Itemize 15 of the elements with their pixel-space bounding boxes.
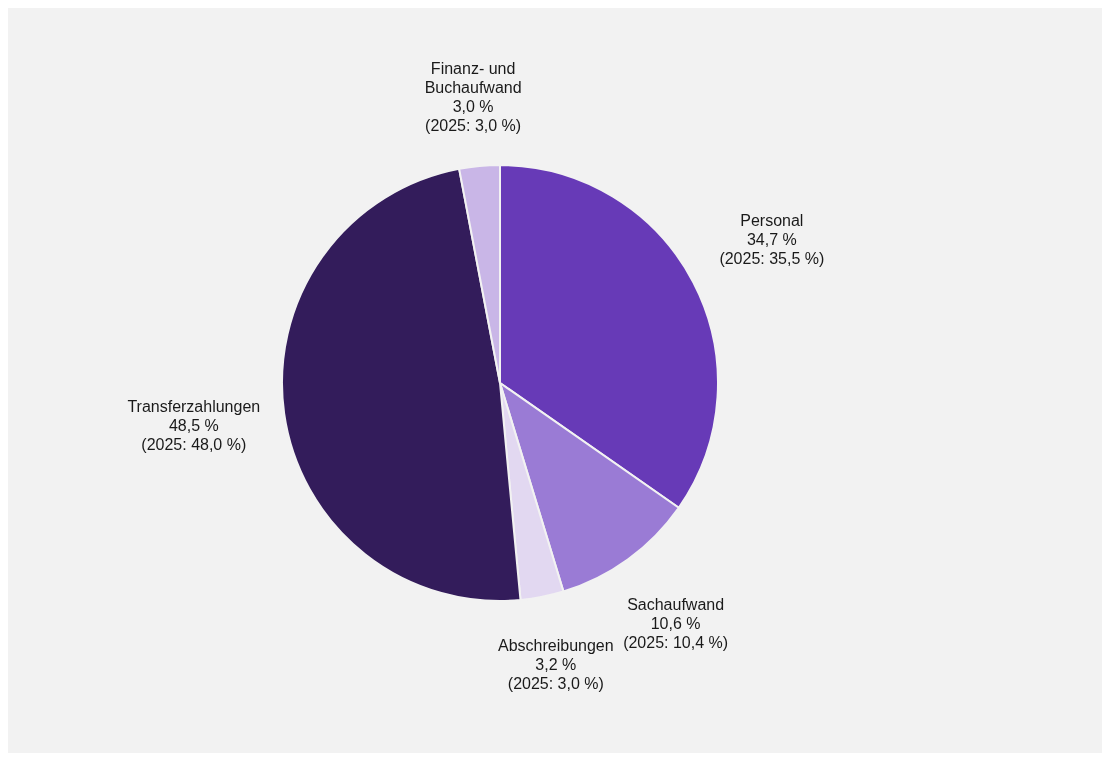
slice-label: Sachaufwand xyxy=(627,595,725,613)
slice-label: Finanz- und Buchaufwand xyxy=(424,60,522,97)
data-label: 48,5 % xyxy=(168,416,219,434)
slice-label: Transferzahlungen xyxy=(127,397,261,415)
text: (2025: 48,0 %) xyxy=(141,435,247,453)
text: (2025: 3,0 %) xyxy=(507,675,604,693)
data-label: 34,7 % xyxy=(746,231,797,249)
slice-label: Abschreibungen xyxy=(498,637,614,655)
data-label: 3,2 % xyxy=(535,656,577,674)
data-label: 10,6 % xyxy=(650,614,701,632)
data-label: 3,0 % xyxy=(452,98,494,116)
text: (2025: 10,4 %) xyxy=(623,633,729,651)
slice-label: Personal xyxy=(740,212,804,230)
text: (2025: 3,0 %) xyxy=(425,117,522,135)
text: (2025: 35,5 %) xyxy=(719,250,825,268)
